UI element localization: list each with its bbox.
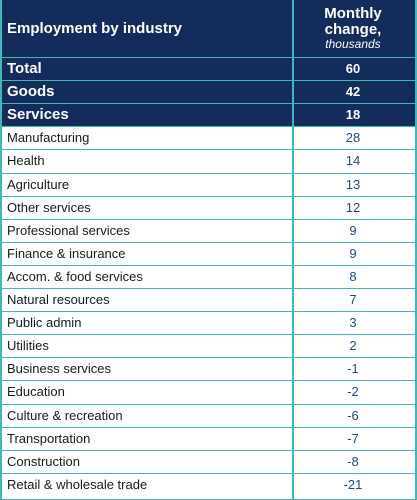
- column-divider: [415, 0, 417, 500]
- row-divider: [0, 334, 417, 335]
- row-label: Goods: [7, 83, 55, 101]
- header-change: Monthly change, thousands: [293, 0, 413, 57]
- table-row: Finance & insurance 9: [0, 241, 417, 265]
- table-row: Education -2: [0, 380, 417, 404]
- row-label: Retail & wholesale trade: [7, 476, 148, 492]
- row-value: 2: [349, 338, 357, 354]
- column-divider: [292, 0, 294, 500]
- row-divider: [0, 242, 417, 243]
- row-value: -1: [347, 361, 359, 377]
- table-row: Other services 12: [0, 195, 417, 219]
- row-value: 28: [345, 130, 361, 146]
- row-value: 3: [349, 315, 357, 331]
- row-divider: [0, 103, 417, 104]
- row-divider: [0, 80, 417, 81]
- row-value: 13: [345, 176, 361, 192]
- row-value: 60: [345, 61, 361, 77]
- table-row: Agriculture 13: [0, 172, 417, 196]
- row-divider: [0, 57, 417, 58]
- row-divider: [0, 311, 417, 312]
- row-label: Other services: [7, 199, 91, 215]
- row-label: Business services: [7, 361, 112, 377]
- row-value: 18: [345, 107, 361, 123]
- table-row: Goods 42: [0, 80, 417, 104]
- row-divider: [0, 196, 417, 197]
- row-label: Health: [7, 153, 45, 169]
- row-value: -7: [347, 430, 359, 446]
- row-label: Public admin: [7, 315, 82, 331]
- row-divider: [0, 473, 417, 474]
- header-industry: Employment by industry: [7, 20, 183, 37]
- row-divider: [0, 219, 417, 220]
- row-label: Manufacturing: [7, 130, 90, 146]
- row-value: 9: [349, 245, 357, 261]
- row-label: Natural resources: [7, 292, 110, 308]
- header-change-line1: Monthly: [324, 4, 382, 22]
- row-label: Services: [7, 106, 69, 124]
- row-label: Agriculture: [7, 176, 70, 192]
- table-row: Health 14: [0, 149, 417, 173]
- table-row: Total 60: [0, 57, 417, 81]
- row-label: Finance & insurance: [7, 245, 126, 261]
- table-row: Business services -1: [0, 357, 417, 381]
- row-label: Construction: [7, 453, 80, 469]
- row-label: Transportation: [7, 430, 91, 446]
- row-value: -21: [343, 476, 363, 492]
- table-header: Employment by industry Monthly change, t…: [0, 0, 417, 57]
- table-row: Professional services 9: [0, 218, 417, 242]
- row-label: Culture & recreation: [7, 407, 123, 423]
- table-row: Construction -8: [0, 449, 417, 473]
- table-row: Services 18: [0, 103, 417, 127]
- row-label: Utilities: [7, 338, 49, 354]
- row-divider: [0, 265, 417, 266]
- header-change-unit: thousands: [325, 37, 381, 52]
- row-label: Education: [7, 384, 65, 400]
- table-row: Utilities 2: [0, 334, 417, 358]
- row-value: 8: [349, 268, 357, 284]
- row-value: 14: [345, 153, 361, 169]
- row-divider: [0, 288, 417, 289]
- row-value: 42: [345, 84, 361, 100]
- table-row: Manufacturing 28: [0, 126, 417, 150]
- row-value: 12: [345, 199, 361, 215]
- table-row: Culture & recreation -6: [0, 403, 417, 427]
- row-label: Professional services: [7, 222, 130, 238]
- row-value: -6: [347, 407, 359, 423]
- row-value: 7: [349, 292, 357, 308]
- row-divider: [0, 357, 417, 358]
- table-row: Accom. & food services 8: [0, 264, 417, 288]
- row-value: -2: [347, 384, 359, 400]
- row-divider: [0, 380, 417, 381]
- table-row: Transportation -7: [0, 426, 417, 450]
- row-divider: [0, 126, 417, 127]
- row-divider: [0, 427, 417, 428]
- row-value: -8: [347, 453, 359, 469]
- row-value: 9: [349, 222, 357, 238]
- row-divider: [0, 173, 417, 174]
- row-label: Accom. & food services: [7, 268, 143, 284]
- table-row: Public admin 3: [0, 311, 417, 335]
- row-divider: [0, 149, 417, 150]
- row-divider: [0, 450, 417, 451]
- table-row: Retail & wholesale trade -21: [0, 472, 417, 496]
- row-divider: [0, 404, 417, 405]
- table-row: Natural resources 7: [0, 288, 417, 312]
- row-label: Total: [7, 60, 42, 78]
- column-divider: [0, 0, 2, 500]
- header-change-line2: change,: [324, 20, 382, 38]
